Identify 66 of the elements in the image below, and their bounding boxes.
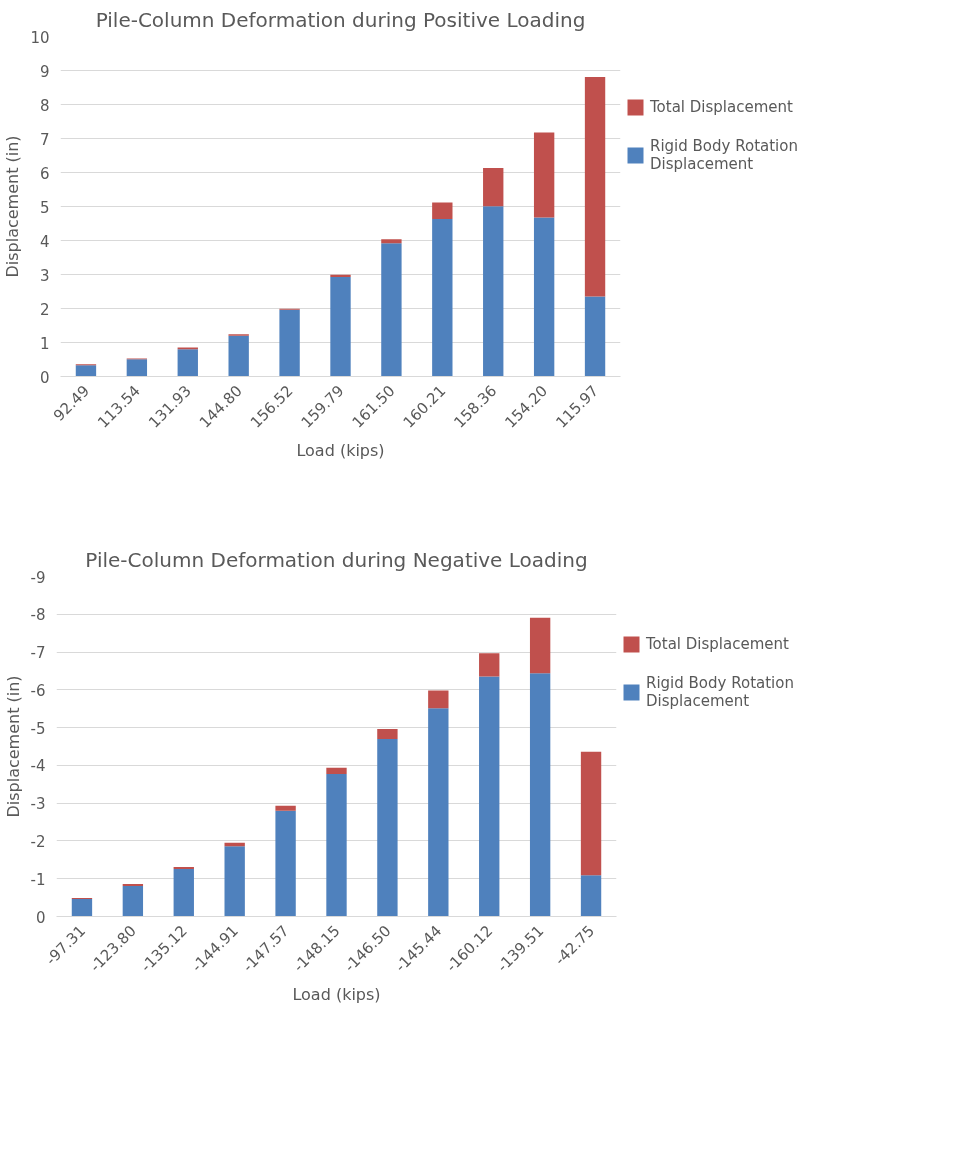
y-axis-title: Displacement (in) [3, 675, 23, 818]
y-tick-label: 10 [30, 28, 50, 47]
bar [479, 676, 500, 917]
bar [275, 805, 296, 811]
y-axis-title: Displacement (in) [3, 135, 23, 278]
bar [275, 810, 296, 917]
bar [483, 206, 504, 377]
bar [122, 885, 144, 917]
bar [428, 708, 449, 917]
bar [173, 868, 194, 917]
bar [479, 653, 500, 677]
y-tick-label: 1 [39, 334, 50, 353]
bar [377, 738, 398, 917]
bar [75, 365, 97, 377]
y-tick-label: 5 [39, 198, 50, 217]
bar [483, 168, 504, 207]
bar [279, 309, 300, 377]
chart-title: Pile-Column Deformation during Positive Loading [95, 7, 586, 32]
y-tick-label: 8 [39, 96, 50, 115]
bar [580, 751, 602, 876]
bar [529, 673, 551, 917]
bar [533, 132, 555, 218]
bar [177, 349, 198, 377]
bar [71, 899, 93, 917]
bar [330, 276, 351, 377]
bar [377, 729, 398, 739]
bar [432, 219, 453, 377]
bar [584, 296, 606, 377]
y-tick-label: 0 [35, 908, 46, 927]
bar [580, 875, 602, 917]
y-tick-label: -1 [30, 870, 46, 889]
bar [529, 617, 551, 674]
y-tick-label: 4 [39, 232, 50, 251]
y-tick-label: 9 [39, 62, 50, 81]
y-tick-label: 2 [39, 300, 50, 319]
bar [432, 202, 453, 220]
y-tick-label: -6 [30, 681, 46, 700]
legend-label: Rigid Body Rotation Displacement [650, 137, 798, 173]
bar [326, 767, 347, 775]
y-tick-label: -7 [30, 644, 46, 663]
bar [584, 76, 606, 297]
legend-label: Total Displacement [646, 635, 789, 653]
bar [381, 243, 402, 377]
bar [428, 690, 449, 709]
y-tick-label: 7 [39, 130, 50, 149]
y-tick-label: -5 [30, 719, 46, 738]
bar [330, 274, 351, 277]
y-tick-label: -9 [30, 568, 46, 587]
y-tick-label: -8 [30, 606, 46, 625]
bar [224, 846, 245, 917]
bar [228, 335, 249, 377]
y-tick-label: -3 [30, 795, 46, 814]
legend-label: Total Displacement [650, 98, 793, 116]
x-axis-title: Load (kips) [296, 441, 385, 461]
x-axis-title: Load (kips) [292, 984, 381, 1004]
y-tick-label: -2 [30, 832, 46, 851]
y-tick-label: 0 [39, 368, 50, 387]
bar [326, 774, 347, 917]
chart-title: Pile-Column Deformation during Negative Loading [85, 547, 588, 572]
bar [126, 359, 148, 377]
y-tick-label: 3 [39, 266, 50, 285]
bar [381, 239, 402, 244]
bar [533, 217, 555, 377]
y-tick-label: 6 [39, 164, 50, 183]
legend-label: Rigid Body Rotation Displacement [646, 674, 794, 710]
y-tick-label: -4 [30, 757, 46, 776]
